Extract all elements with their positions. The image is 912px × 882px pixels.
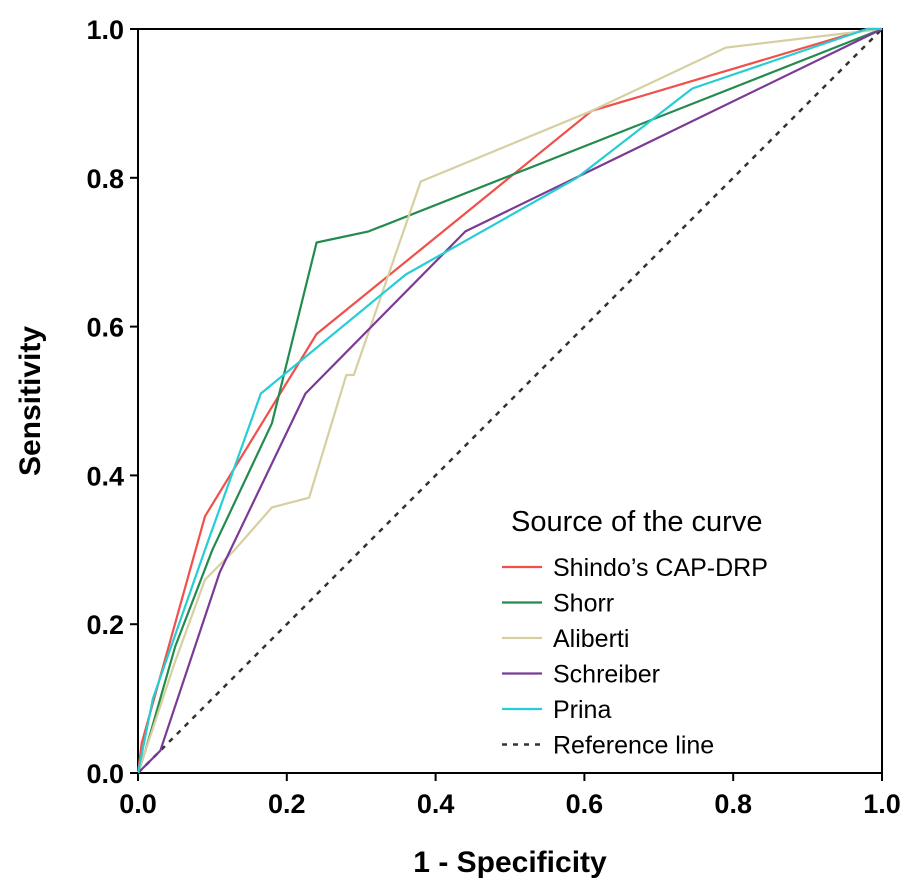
legend-entry-label: Reference line bbox=[553, 732, 714, 760]
y-tick-label: 1.0 bbox=[86, 15, 124, 45]
legend-entry-label: Schreiber bbox=[553, 661, 660, 689]
x-axis-title: 1 - Specificity bbox=[413, 846, 607, 879]
y-axis-ticks: 0.0 0.2 0.4 0.6 0.8 1.0 bbox=[86, 15, 138, 789]
x-tick-label: 0.0 bbox=[119, 789, 157, 819]
series-line-schreiber bbox=[137, 28, 883, 774]
y-tick-label: 0.4 bbox=[86, 461, 124, 491]
legend-entry-label: Aliberti bbox=[553, 625, 629, 653]
x-tick-label: 0.8 bbox=[714, 789, 752, 819]
x-axis-ticks: 0.0 0.2 0.4 0.6 0.8 1.0 bbox=[119, 773, 901, 819]
reference-line-layer bbox=[137, 28, 883, 774]
x-tick-label: 0.2 bbox=[268, 789, 306, 819]
series-line-reference-line bbox=[137, 28, 883, 774]
y-tick-label: 0.6 bbox=[86, 313, 124, 343]
x-tick-label: 1.0 bbox=[863, 789, 901, 819]
y-tick-label: 0.8 bbox=[86, 164, 124, 194]
series-line-aliberti bbox=[136, 27, 883, 774]
series-line-prina bbox=[136, 27, 882, 774]
y-tick-label: 0.0 bbox=[86, 759, 124, 789]
legend-entry-label: Prina bbox=[553, 696, 611, 724]
y-axis-title: Sensitivity bbox=[14, 326, 47, 476]
legend-entry-label: Shindo’s CAP-DRP bbox=[553, 554, 768, 582]
y-tick-label: 0.2 bbox=[86, 610, 124, 640]
plot-frame bbox=[137, 28, 883, 774]
legend-title: Source of the curve bbox=[511, 506, 762, 538]
series-layer bbox=[136, 27, 883, 774]
x-tick-label: 0.6 bbox=[566, 789, 604, 819]
plot-border bbox=[137, 28, 883, 774]
x-tick-label: 0.4 bbox=[417, 789, 455, 819]
legend: Source of the curve Shindo’s CAP-DRP Shor… bbox=[502, 506, 768, 760]
legend-entry-label: Shorr bbox=[553, 590, 614, 618]
